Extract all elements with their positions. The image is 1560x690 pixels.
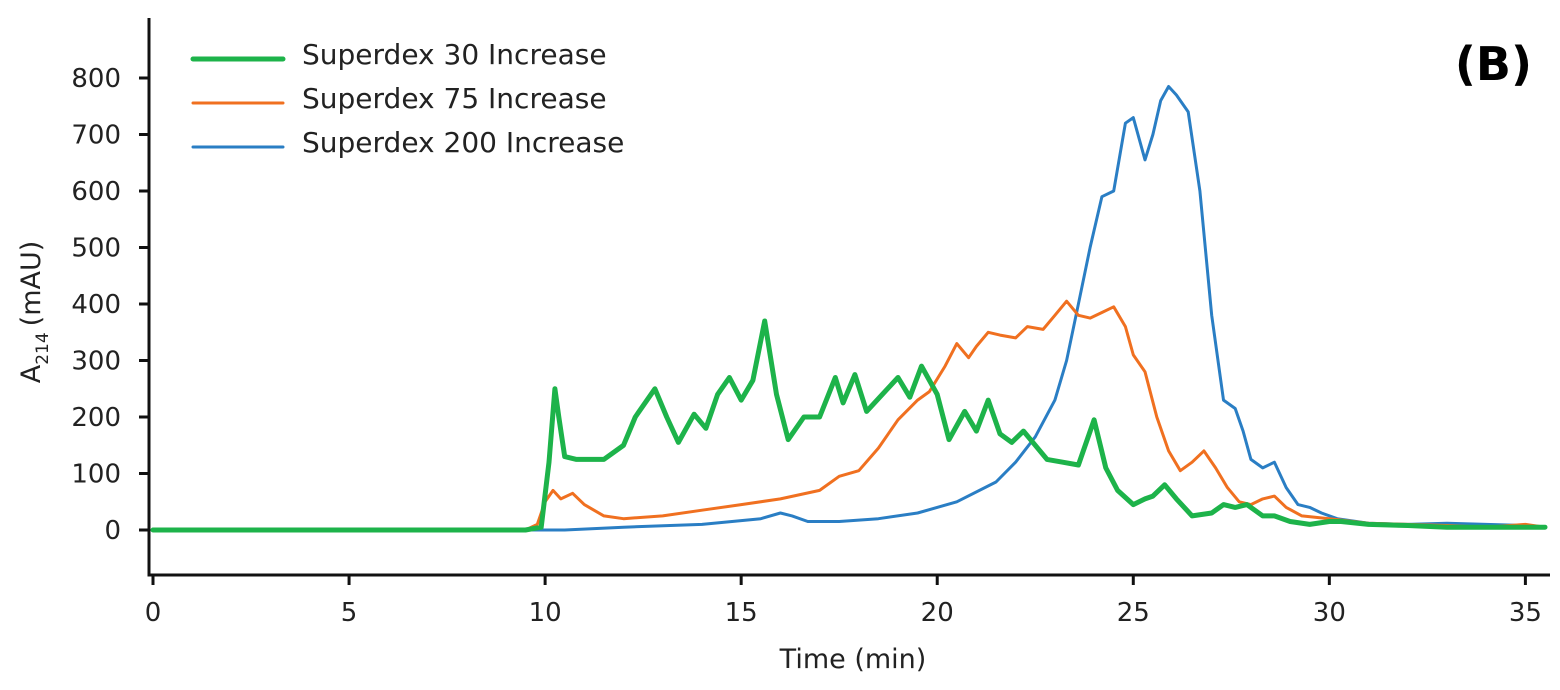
y-axis-title-subscript: 214 [33,332,53,364]
x-axis-title: Time (min) [779,644,927,675]
y-axis-title-main: A [16,364,47,383]
series-line-1 [150,318,1548,533]
legend: Superdex 30 Increase Superdex 75 Increase… [190,38,624,159]
x-tick-label: 0 [145,598,162,628]
x-tick-label: 10 [529,598,562,628]
y-axis-title: A214 (mAU) [16,241,53,384]
series-line-3 [151,85,1547,532]
svg-text:A214(mAU): A214 (mAU) [16,241,53,384]
legend-label-2: Superdex 75 Increase [302,82,607,115]
axes: 0 100 200 300 400 500 600 700 800 0 5 10 15 20 25 30 35 [71,18,1550,628]
y-tick-label: 300 [71,347,121,377]
x-tick-label: 30 [1313,598,1346,628]
y-tick-label: 600 [71,177,121,207]
x-tick-label: 5 [341,598,358,628]
panel-label: (B) [1455,37,1532,91]
legend-label-3: Superdex 200 Increase [302,126,624,159]
x-tick-label: 20 [921,598,954,628]
y-tick-label: 700 [71,121,121,151]
y-tick-label: 0 [104,516,121,546]
y-tick-label: 500 [71,234,121,264]
y-tick-label: 100 [71,460,121,490]
y-tick-label: 800 [71,64,121,94]
series-line-2 [151,299,1547,532]
legend-label-1: Superdex 30 Increase [302,38,607,71]
y-tick-label: 400 [71,290,121,320]
x-tick-label: 15 [725,598,758,628]
y-tick-label: 200 [71,403,121,433]
plot-lines [150,85,1548,533]
x-tick-label: 35 [1509,598,1542,628]
x-tick-label: 25 [1117,598,1150,628]
y-axis-title-unit: (mAU) [16,241,47,327]
